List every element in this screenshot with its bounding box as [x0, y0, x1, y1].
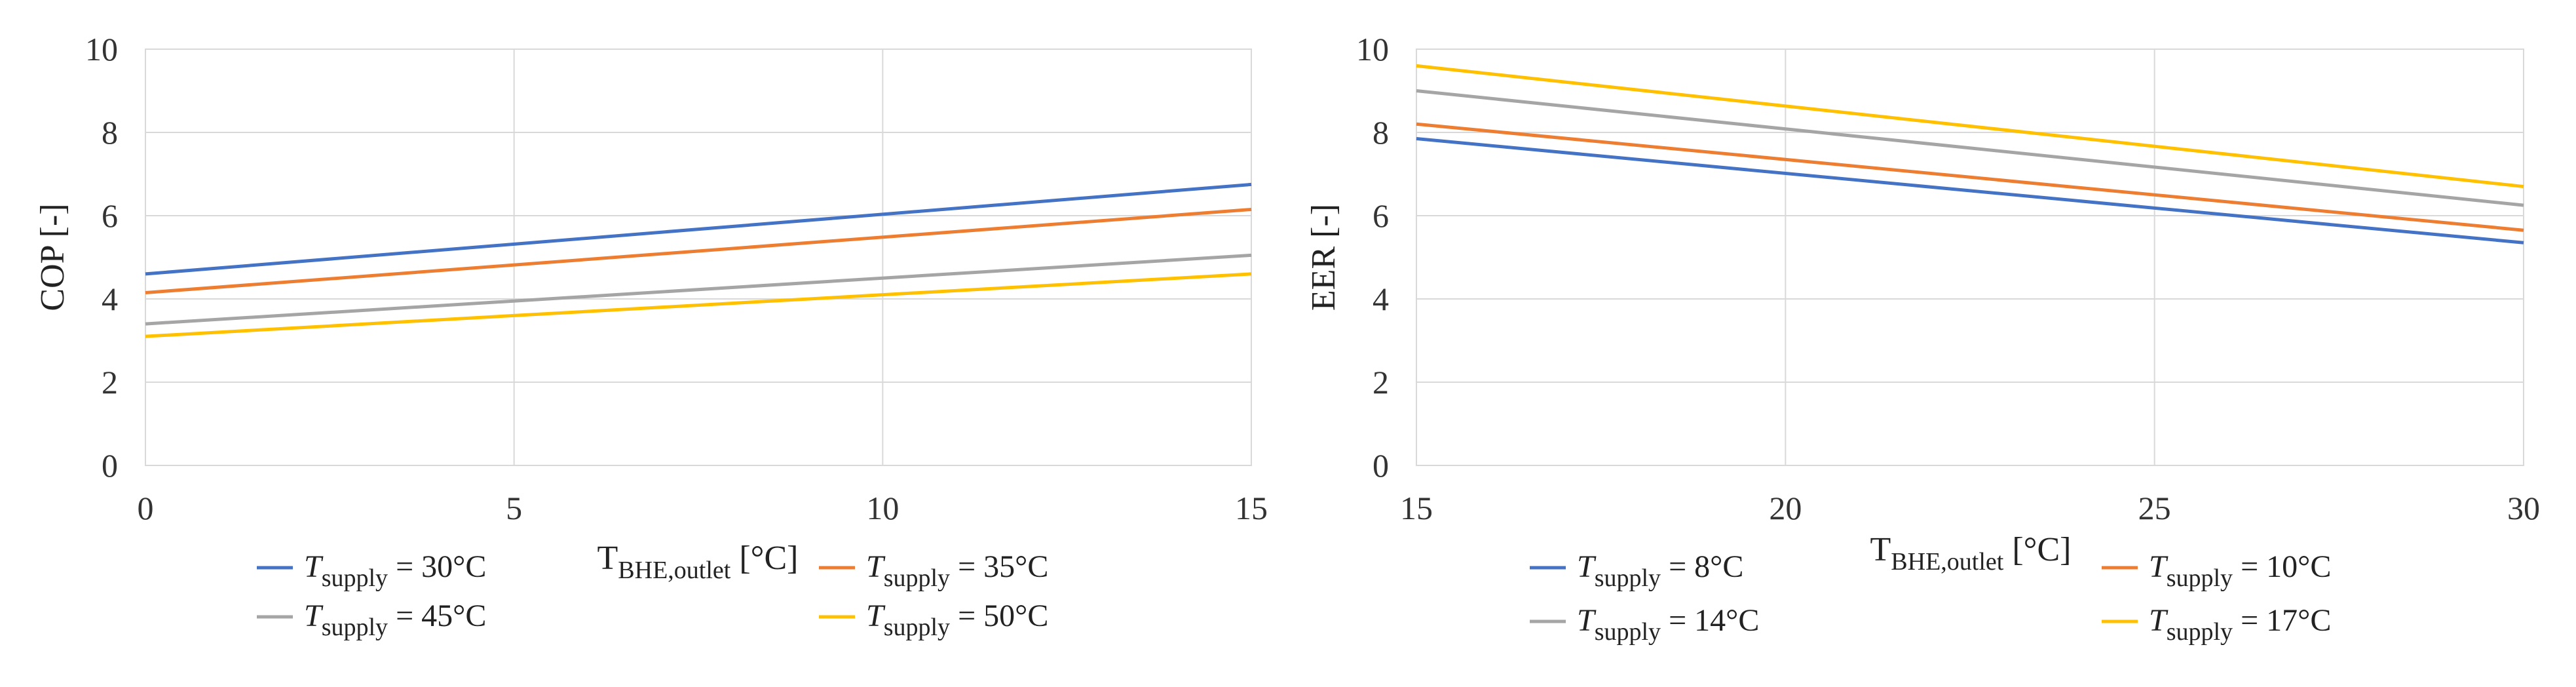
plot-area: [145, 49, 1252, 466]
series-line: [145, 207, 1252, 294]
x-tick-label: 25: [2138, 490, 2171, 526]
legend-label: Tsupply = 10°C: [2149, 549, 2331, 592]
legend-label: Tsupply = 30°C: [304, 549, 486, 592]
x-tick-label: 5: [506, 490, 522, 526]
y-tick-label: 6: [1373, 197, 1389, 234]
legend-label: Tsupply = 14°C: [1577, 603, 1759, 646]
y-tick-label: 6: [102, 197, 118, 234]
legend-label: Tsupply = 8°C: [1577, 549, 1743, 592]
legend-item: Tsupply = 50°C: [819, 599, 1048, 641]
legend-item: Tsupply = 10°C: [2102, 549, 2331, 592]
series-line: [1416, 89, 2524, 207]
cop-chart: 0 2 4 6 8 10 0 5 10 15 COP [-] TBHE,outlet [°C] Tsup…: [34, 31, 1268, 641]
x-axis-label: TBHE,outlet [°C]: [597, 540, 799, 584]
x-tick-label: 20: [1769, 490, 1802, 526]
y-tick-label: 8: [1373, 114, 1389, 151]
eer-chart: 0 2 4 6 8 10 15 20 25 30 EER [-] TBHE,outlet [°C] Ts…: [1305, 31, 2540, 646]
x-axis-label: TBHE,outlet [°C]: [1870, 531, 2072, 576]
series-line: [1416, 64, 2524, 189]
y-tick-label: 4: [1373, 281, 1389, 317]
y-tick-label: 10: [1356, 31, 1389, 68]
y-tick-label: 0: [102, 447, 118, 484]
y-tick-label: 8: [102, 114, 118, 151]
legend-item: Tsupply = 30°C: [257, 549, 486, 592]
legend-item: Tsupply = 45°C: [257, 599, 486, 641]
x-tick-label: 0: [138, 490, 154, 526]
legend-label: Tsupply = 45°C: [304, 599, 486, 641]
series-line: [145, 253, 1252, 326]
y-axis-label: EER [-]: [1305, 204, 1342, 311]
y-axis-label: COP [-]: [34, 203, 71, 311]
y-tick-label: 0: [1373, 447, 1389, 484]
legend-item: Tsupply = 14°C: [1530, 603, 1759, 646]
series-line: [1416, 122, 2524, 232]
x-tick-label: 10: [866, 490, 899, 526]
y-tick-label: 2: [1373, 364, 1389, 401]
legend-item: Tsupply = 35°C: [819, 549, 1048, 592]
series-line: [145, 272, 1252, 338]
legend-label: Tsupply = 35°C: [866, 549, 1048, 592]
legend-label: Tsupply = 50°C: [866, 599, 1048, 641]
legend-label: Tsupply = 17°C: [2149, 603, 2331, 646]
plot-area: [1416, 49, 2524, 466]
y-tick-label: 10: [85, 31, 118, 68]
y-tick-label: 2: [102, 364, 118, 401]
x-tick-label: 15: [1400, 490, 1433, 526]
x-tick-label: 30: [2507, 490, 2540, 526]
x-tick-label: 15: [1235, 490, 1268, 526]
legend-item: Tsupply = 8°C: [1530, 549, 1743, 592]
series-line: [1416, 137, 2524, 245]
legend-item: Tsupply = 17°C: [2102, 603, 2331, 646]
series-line: [145, 182, 1252, 276]
y-tick-label: 4: [102, 281, 118, 317]
